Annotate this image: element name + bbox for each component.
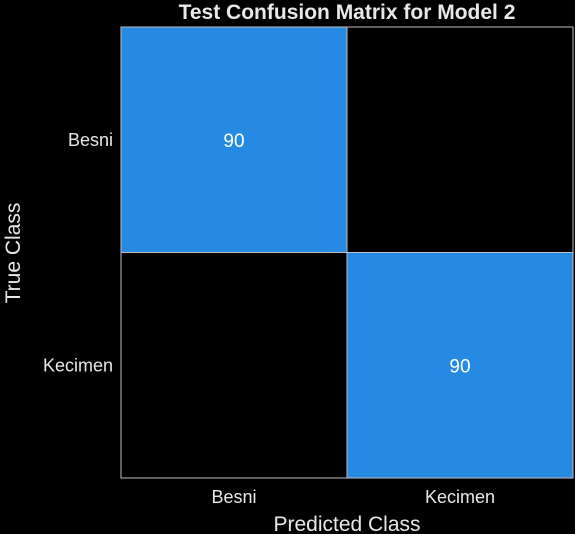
chart-title: Test Confusion Matrix for Model 2 [179, 1, 516, 24]
cell-value-label: 90 [223, 131, 244, 152]
matrix-cell-besni-kecimen [346, 26, 574, 253]
matrix-cell-labels: 90 90 [223, 131, 470, 378]
x-tick-labels: Besni Kecimen [211, 487, 495, 507]
cell-value-label: 90 [449, 356, 470, 377]
y-axis-label: True Class [2, 203, 25, 304]
matrix-cells [120, 26, 574, 479]
y-tick-labels: Besni Kecimen [43, 130, 113, 376]
matrix-cell-besni-besni [120, 26, 348, 253]
y-tick-label: Kecimen [43, 355, 113, 375]
matrix-cell-kecimen-besni [120, 252, 348, 479]
matrix-cell-kecimen-kecimen [346, 252, 574, 479]
x-tick-label: Besni [211, 487, 256, 507]
x-axis-label: Predicted Class [273, 513, 420, 534]
x-tick-label: Kecimen [425, 487, 495, 507]
plot-border [120, 26, 574, 479]
y-tick-label: Besni [68, 130, 113, 150]
